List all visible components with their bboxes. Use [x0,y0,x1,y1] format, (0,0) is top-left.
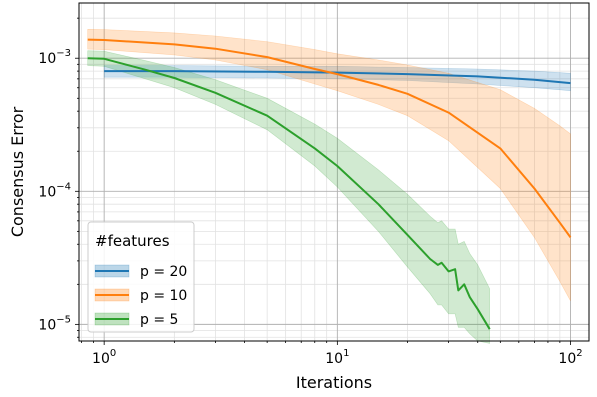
series-line [87,57,491,330]
x-axis-label: Iterations [296,373,372,392]
y-tick-label: 10−3 [38,48,71,67]
axis-tick-labels: 100 101 102 10−5 10−4 10−3 [38,48,582,367]
x-tick-label: 102 [558,348,582,367]
legend-title: #features [95,232,170,250]
minor-gridlines [79,3,589,341]
series-line [87,38,572,238]
axis-ticks [75,17,571,345]
series-lines [87,38,572,330]
legend-box [87,221,195,333]
y-tick-label: 10−5 [38,314,71,333]
legend-label: p = 5 [140,312,178,328]
legend-label: p = 20 [140,264,187,280]
legend: #features p = 20 p = 10 p = 5 [87,221,195,333]
legend-label: p = 10 [140,288,187,304]
plot-frame [78,2,590,342]
x-tick-label: 101 [325,348,349,367]
legend-items: p = 20 p = 10 p = 5 [94,264,187,328]
series-line [104,70,571,85]
y-axis-label: Consensus Error [8,106,27,237]
confidence-band [87,50,491,344]
confidence-band [87,28,571,302]
x-tick-label: 100 [92,348,116,367]
y-tick-label: 10−4 [38,181,71,200]
